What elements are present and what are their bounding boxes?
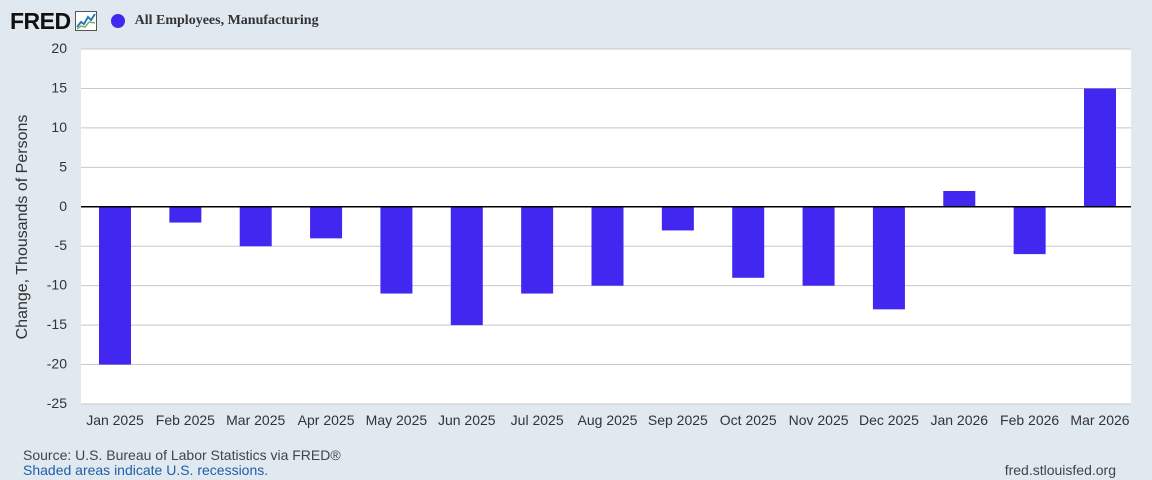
x-tick-label: Feb 2025 — [156, 412, 215, 428]
grid-lines — [81, 48, 1131, 405]
x-tick-label: Nov 2025 — [789, 412, 849, 428]
x-tick-label: Oct 2025 — [720, 412, 777, 428]
recession-note-link[interactable]: Shaded areas indicate U.S. recessions. — [23, 462, 269, 478]
x-tick-label: Jul 2025 — [511, 412, 564, 428]
bar-jan-2025[interactable] — [99, 206, 131, 365]
fred-logo[interactable]: FRED — [10, 7, 71, 34]
bar-jun-2025[interactable] — [450, 206, 483, 326]
bar-sep-2025[interactable] — [661, 206, 694, 231]
bar-jul-2025[interactable] — [521, 206, 554, 294]
legend-series-label: All Employees, Manufacturing — [134, 13, 319, 28]
chart-header: FRED All Employees, Manufacturing — [10, 6, 319, 36]
bar-oct-2025[interactable] — [732, 206, 765, 278]
y-tick-label: -10 — [47, 277, 67, 293]
x-tick-label: Jun 2025 — [438, 412, 496, 428]
site-url[interactable]: fred.stlouisfed.org — [1004, 462, 1116, 478]
x-axis-ticks: Jan 2025 Feb 2025 Mar 2025 Apr 2025 May 2025… — [86, 412, 1130, 428]
bar-chart: 20 15 10 5 0 -5 -10 -15 -20 -25 Jan 2025 Feb 2025 M… — [14, 40, 1131, 428]
x-tick-label: Mar 2026 — [1070, 412, 1129, 428]
y-axis-ticks: 20 15 10 5 0 -5 -10 -15 -20 -25 — [47, 40, 67, 411]
bar-feb-2026[interactable] — [1013, 206, 1046, 255]
bar-dec-2025[interactable] — [872, 206, 905, 310]
bar-aug-2025[interactable] — [591, 206, 624, 286]
source-note: Source: U.S. Bureau of Labor Statistics … — [23, 447, 341, 463]
x-tick-label: Aug 2025 — [578, 412, 638, 428]
bar-feb-2025[interactable] — [169, 206, 202, 223]
x-tick-label: May 2025 — [366, 412, 428, 428]
x-tick-label: Jan 2025 — [86, 412, 144, 428]
y-axis-label: Change, Thousands of Persons — [14, 115, 31, 340]
x-tick-label: Mar 2025 — [226, 412, 285, 428]
bar-nov-2025[interactable] — [802, 206, 835, 286]
y-tick-label: 20 — [51, 40, 67, 56]
bar-jan-2026[interactable] — [943, 191, 976, 207]
bars — [99, 88, 1116, 365]
y-tick-label: -15 — [47, 316, 67, 332]
fred-graph-icon — [74, 11, 97, 31]
y-tick-label: 5 — [59, 158, 67, 174]
y-tick-label: -20 — [47, 356, 67, 372]
x-tick-label: Dec 2025 — [859, 412, 919, 428]
y-tick-label: 15 — [51, 79, 67, 95]
bar-may-2025[interactable] — [380, 206, 413, 294]
x-tick-label: Apr 2025 — [298, 412, 355, 428]
bar-mar-2026[interactable] — [1084, 88, 1116, 207]
legend-marker — [110, 14, 125, 28]
y-tick-label: 0 — [59, 198, 67, 214]
y-tick-label: 10 — [51, 119, 67, 135]
bar-apr-2025[interactable] — [310, 206, 343, 239]
y-tick-label: -25 — [47, 395, 67, 411]
x-tick-label: Sep 2025 — [648, 412, 708, 428]
bar-mar-2025[interactable] — [239, 206, 272, 247]
x-tick-label: Jan 2026 — [930, 412, 988, 428]
x-tick-label: Feb 2026 — [1000, 412, 1059, 428]
y-tick-label: -5 — [55, 237, 68, 253]
